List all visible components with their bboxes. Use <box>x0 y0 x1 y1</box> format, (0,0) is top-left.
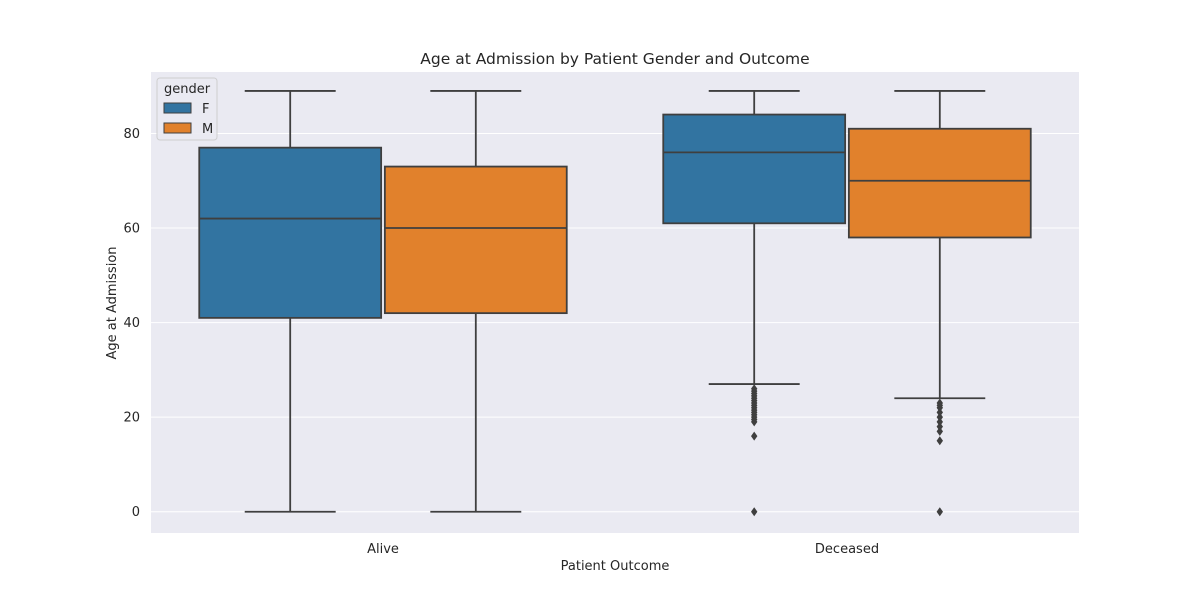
x-axis-ticks: Alive Deceased <box>367 542 879 557</box>
box-M-deceased <box>847 90 1032 517</box>
box-F-alive <box>198 90 383 513</box>
x-tick-label: Deceased <box>815 542 879 557</box>
y-axis-ticks: 0 20 40 60 80 <box>123 127 140 520</box>
outlier-point <box>936 412 943 422</box>
legend-title: gender <box>164 82 211 97</box>
legend: gender FM <box>156 77 218 141</box>
outlier-point <box>751 431 758 441</box>
outlier-point <box>936 417 943 427</box>
legend-swatch-M <box>163 122 192 134</box>
outlier-point <box>936 426 943 436</box>
outlier-point <box>936 398 943 408</box>
y-tick-label: 60 <box>123 222 140 237</box>
box-F-deceased <box>662 90 847 517</box>
y-tick-label: 80 <box>123 127 140 142</box>
chart-title: Age at Admission by Patient Gender and O… <box>420 50 809 68</box>
box-iqr <box>662 113 847 225</box>
box-iqr <box>383 165 568 315</box>
outlier-point <box>936 407 943 417</box>
outlier-point <box>751 507 758 517</box>
legend-label-F: F <box>202 102 209 117</box>
outlier-point <box>936 422 943 432</box>
x-tick-label: Alive <box>367 542 399 557</box>
outlier-point <box>936 436 943 446</box>
x-axis-title: Patient Outcome <box>561 559 670 574</box>
legend-label-M: M <box>202 122 213 137</box>
y-tick-label: 0 <box>132 505 140 520</box>
y-axis-title: Age at Admission <box>105 246 120 359</box>
legend-swatch-F <box>163 102 192 114</box>
box-M-alive <box>383 90 568 513</box>
box-iqr <box>847 127 1032 239</box>
boxes <box>198 90 1032 517</box>
y-tick-label: 20 <box>123 411 140 426</box>
y-tick-label: 40 <box>123 316 140 331</box>
outlier-point <box>751 384 758 394</box>
box-iqr <box>198 146 383 319</box>
outlier-point <box>936 507 943 517</box>
